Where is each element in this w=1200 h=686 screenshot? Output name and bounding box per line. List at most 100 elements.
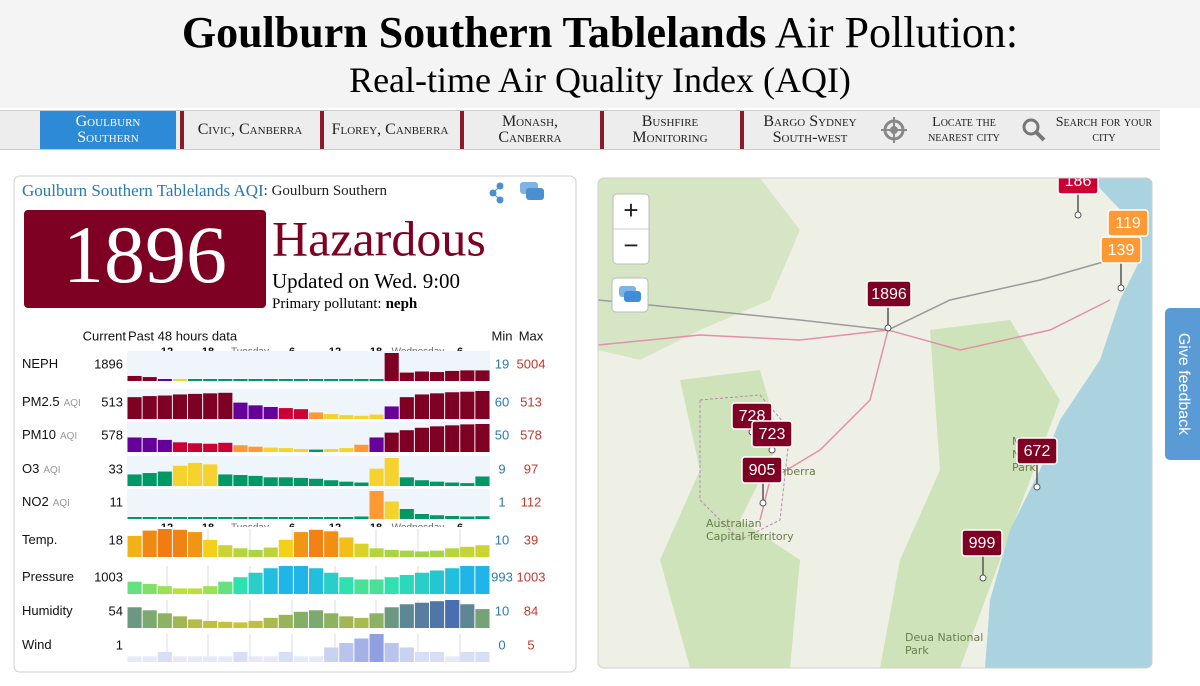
- updated-time: Updated on Wed. 9:00: [272, 269, 460, 293]
- history-bar: [233, 651, 248, 662]
- row-current: 54: [109, 603, 123, 618]
- history-bar: [399, 604, 414, 628]
- history-bar: [354, 543, 369, 557]
- history-bar: [233, 379, 248, 381]
- history-bar: [324, 572, 339, 594]
- page-title: Goulburn Southern Tablelands Air Polluti…: [0, 0, 1200, 58]
- history-bar: [339, 616, 354, 628]
- history-bar: [188, 393, 203, 419]
- history-bar: [172, 588, 187, 594]
- history-bar: [263, 447, 278, 452]
- marker[interactable]: [751, 420, 793, 448]
- history-bar: [430, 570, 445, 594]
- map[interactable]: + − Australian Capital Territory Deua Nation…: [598, 168, 1152, 668]
- nav-item[interactable]: Goulburn Southern: [40, 111, 176, 149]
- marker[interactable]: [961, 529, 1003, 557]
- history-bar: [188, 588, 203, 594]
- history-bar: [354, 444, 369, 452]
- history-bar: [127, 581, 142, 594]
- marker[interactable]: [1057, 168, 1099, 195]
- history-bar: [278, 614, 293, 628]
- history-bar: [339, 379, 354, 381]
- history-bar: [293, 532, 308, 557]
- history-bar: [293, 477, 308, 486]
- panel-title: Goulburn Southern Tablelands AQI: Goulbu…: [22, 181, 387, 200]
- history-bar: [157, 517, 172, 519]
- history-bar: [293, 517, 308, 519]
- marker[interactable]: [866, 280, 912, 308]
- map-road: [887, 299, 1111, 351]
- history-bar: [263, 477, 278, 486]
- history-bar: [475, 609, 490, 628]
- chart-bg: [127, 389, 490, 419]
- nav-item[interactable]: Civic, Canberra: [180, 111, 316, 149]
- row-name: Pressure: [22, 569, 74, 584]
- history-bar: [203, 517, 218, 519]
- pollutant-name: neph: [386, 296, 418, 312]
- nav-item[interactable]: Bushfire Monitoring: [600, 111, 736, 149]
- nav-item[interactable]: Monash, Canberra: [460, 111, 596, 149]
- history-bar: [142, 517, 157, 519]
- history-bar: [142, 656, 157, 662]
- history-bar: [263, 617, 278, 628]
- history-bar: [384, 353, 399, 381]
- history-bar: [445, 392, 460, 419]
- history-bar: [278, 539, 293, 557]
- row-max: 97: [524, 461, 538, 476]
- history-bar: [445, 600, 460, 628]
- nav-tool-label: Search for your city: [1055, 115, 1153, 145]
- marker[interactable]: [1016, 437, 1058, 465]
- history-bar: [354, 617, 369, 628]
- history-bar: [218, 517, 233, 519]
- history-bar: [309, 656, 324, 662]
- history-bar: [460, 391, 475, 419]
- chart-bg: [127, 632, 490, 662]
- marker[interactable]: [1107, 209, 1149, 237]
- history-bar: [293, 656, 308, 662]
- row-unit: AQI: [60, 431, 77, 442]
- history-bar: [127, 607, 142, 628]
- nav-item[interactable]: Florey, Canberra: [320, 111, 456, 149]
- marker[interactable]: [741, 456, 783, 484]
- chart-bg: [127, 489, 490, 519]
- row-min: 9: [498, 461, 505, 476]
- feedback-tab[interactable]: [1165, 308, 1200, 460]
- history-bar: [430, 372, 445, 381]
- zoom-out[interactable]: −: [623, 230, 638, 260]
- history-bar: [430, 550, 445, 557]
- history-bar: [445, 656, 460, 662]
- history-bar: [430, 481, 445, 486]
- history-bar: [203, 379, 218, 381]
- nav-tool[interactable]: Search for your city: [1020, 111, 1160, 149]
- row-max: 39: [524, 532, 538, 547]
- history-bar: [324, 647, 339, 662]
- chat-icon[interactable]: [520, 182, 544, 200]
- history-bar: [233, 548, 248, 557]
- history-bar: [218, 392, 233, 419]
- marker-dot: [884, 324, 892, 332]
- search-icon: [1022, 118, 1046, 142]
- nav-item[interactable]: Bargo Sydney South-west: [740, 111, 876, 149]
- zoom-in[interactable]: +: [623, 195, 638, 225]
- history-bar: [339, 415, 354, 419]
- history-bar: [218, 621, 233, 628]
- history-bar: [369, 437, 384, 452]
- history-bar: [142, 377, 157, 381]
- history-bar: [172, 394, 187, 419]
- history-bar: [263, 656, 278, 662]
- history-bar: [309, 412, 324, 419]
- history-bar: [233, 445, 248, 452]
- marker-label: 672: [1024, 443, 1051, 460]
- feedback-label[interactable]: Give feedback: [1175, 333, 1192, 436]
- history-bar: [263, 568, 278, 594]
- history-bar: [218, 474, 233, 486]
- row-current: 11: [110, 494, 124, 509]
- history-bar: [460, 566, 475, 594]
- row-name: NEPH: [22, 356, 58, 371]
- nav-tool[interactable]: Locate the nearest city: [880, 111, 1020, 149]
- share-icon[interactable]: [489, 182, 504, 204]
- marker-label: 1896: [871, 286, 907, 303]
- marker[interactable]: [1100, 236, 1142, 264]
- history-bar: [263, 406, 278, 419]
